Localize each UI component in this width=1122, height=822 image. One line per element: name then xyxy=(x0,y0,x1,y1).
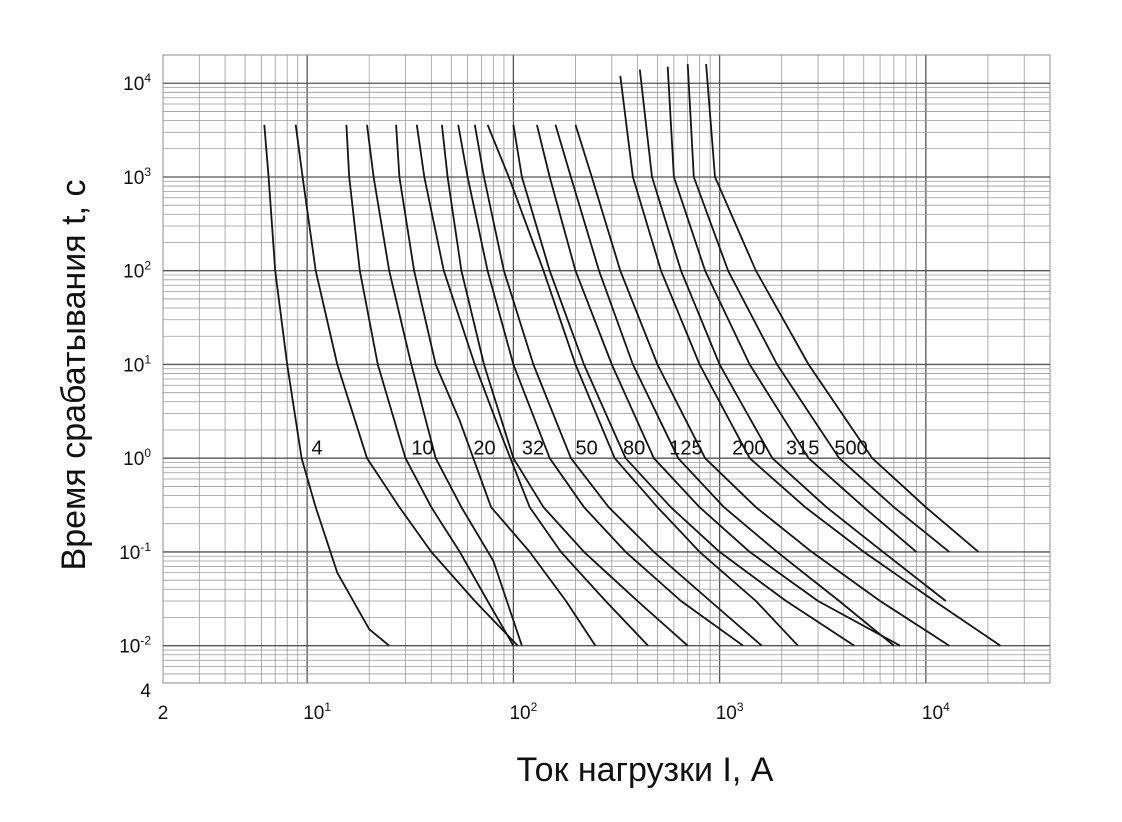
curve-500 xyxy=(666,66,917,553)
curve-label-10: 10 xyxy=(411,437,433,459)
curve-125 xyxy=(574,124,950,647)
y-tick-label: 104 xyxy=(123,71,151,95)
curve-unlabeled-19 xyxy=(705,64,980,553)
y-tick-label: 10-1 xyxy=(119,540,151,564)
x-tick-label: 104 xyxy=(922,700,950,724)
curve-unlabeled-18 xyxy=(686,64,950,553)
x-tick-label: 2 xyxy=(158,703,169,724)
curve-label-20: 20 xyxy=(473,437,495,459)
y-tick-label: 103 xyxy=(123,165,151,189)
x-axis-title: Ток нагрузки I, А xyxy=(517,751,774,789)
curve-unlabeled-3 xyxy=(345,124,515,647)
y-axis-title: Время срабатывания t, с xyxy=(55,180,93,571)
curve-label-4: 4 xyxy=(312,437,323,459)
curve-unlabeled-9 xyxy=(473,124,763,647)
curve-unlabeled-11 xyxy=(512,124,855,647)
curve-200 xyxy=(619,75,1001,647)
x-tick-label: 102 xyxy=(509,700,537,724)
curve-label-200: 200 xyxy=(732,437,765,459)
curve-80 xyxy=(536,124,901,647)
curve-315 xyxy=(638,69,947,602)
curve-unlabeled-2 xyxy=(294,124,519,647)
curve-label-50: 50 xyxy=(575,437,597,459)
curve-label-315: 315 xyxy=(786,437,819,459)
curve-label-32: 32 xyxy=(522,437,544,459)
curves xyxy=(263,64,1001,647)
y-tick-label: 102 xyxy=(123,259,151,283)
curve-label-500: 500 xyxy=(834,437,867,459)
curve-50 xyxy=(486,124,799,647)
curve-unlabeled-7 xyxy=(441,124,689,647)
curve-10 xyxy=(366,124,523,646)
curve-32 xyxy=(457,124,744,647)
curve-label-80: 80 xyxy=(623,437,645,459)
y-tick-label: 10-2 xyxy=(119,634,151,658)
curve-labels: 4 10 20 32 50 80 125 200 315 500 xyxy=(312,437,868,459)
y-tick-label: 4 xyxy=(140,681,151,702)
curve-unlabeled-5 xyxy=(395,124,597,647)
curve-4 xyxy=(263,124,390,647)
y-tick-label: 100 xyxy=(123,446,151,470)
curve-20 xyxy=(415,124,649,647)
x-tick-label: 103 xyxy=(716,700,744,724)
curve-unlabeled-13 xyxy=(554,124,895,647)
curve-label-125: 125 xyxy=(669,437,702,459)
x-tick-label: 101 xyxy=(303,700,331,724)
y-tick-label: 101 xyxy=(123,352,151,376)
